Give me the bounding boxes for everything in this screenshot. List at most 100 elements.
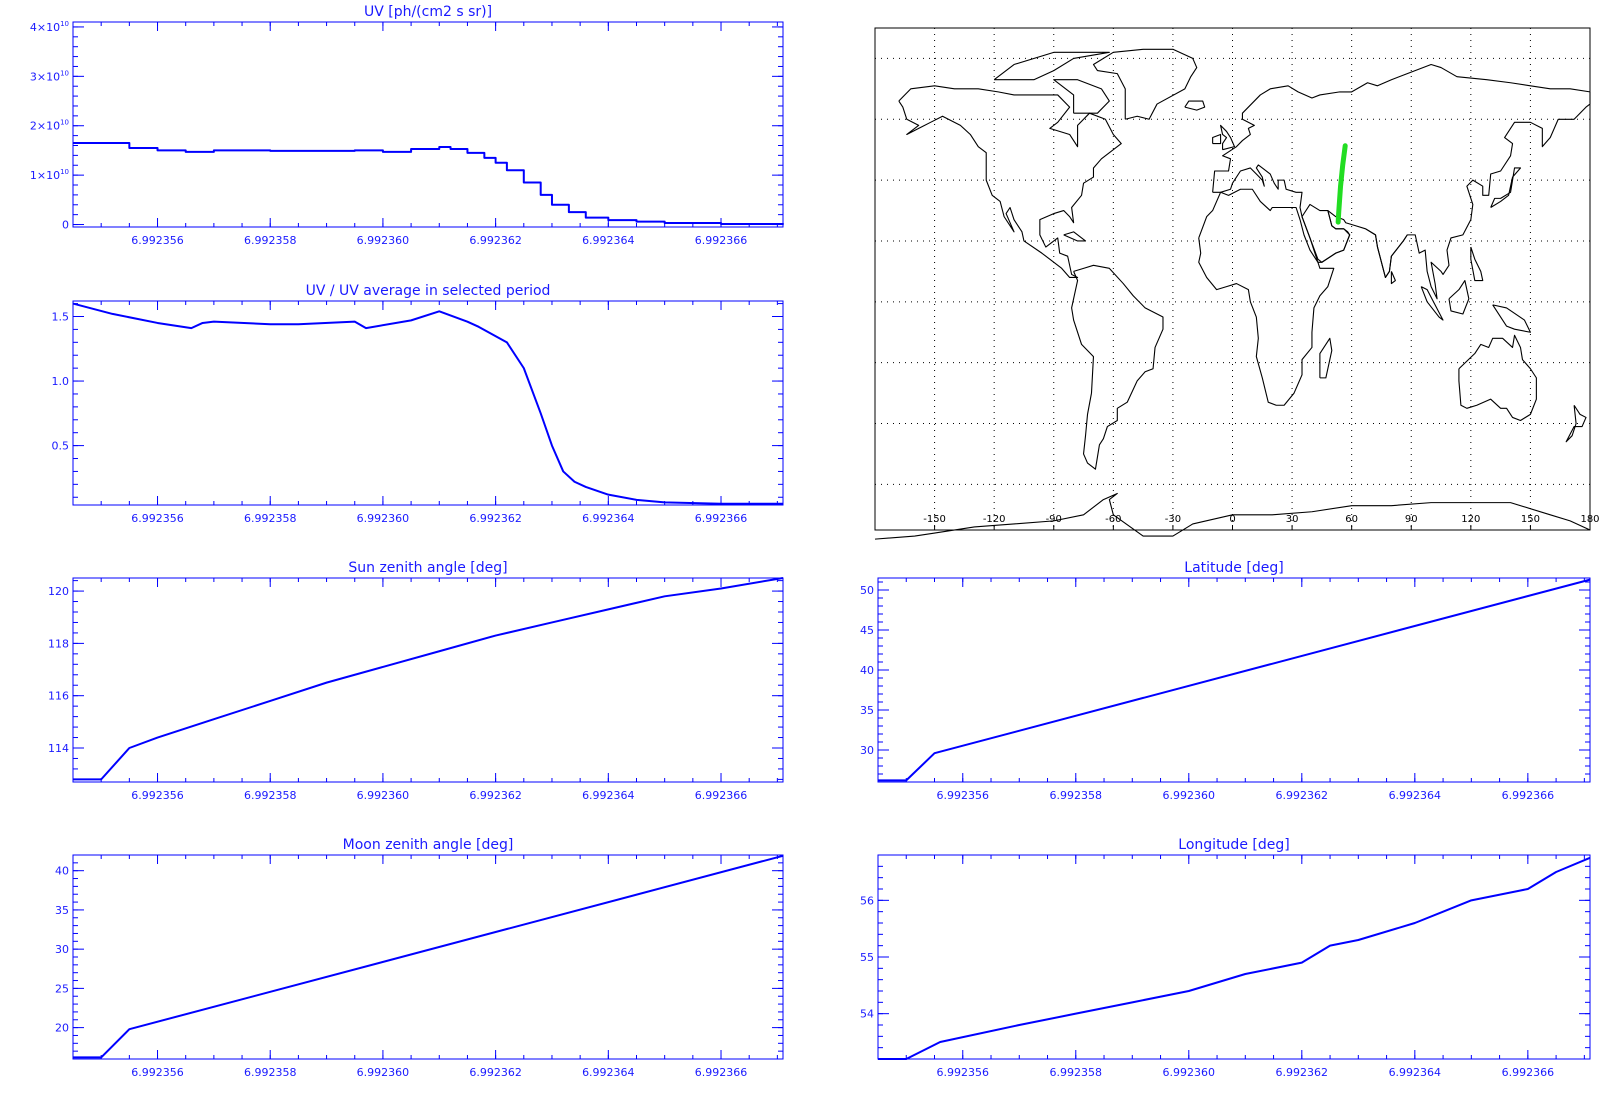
y-tick-label: 118 — [48, 637, 69, 650]
y-tick-label: 25 — [55, 982, 69, 995]
y-tick-label: 20 — [55, 1022, 69, 1035]
x-tick-label: 6.992366 — [695, 1066, 748, 1079]
x-tick-label: 6.992366 — [695, 234, 748, 247]
series-line-uv_ratio — [72, 302, 783, 505]
plot-frame — [72, 300, 784, 506]
x-tick-label: 6.992364 — [582, 512, 635, 525]
y-tick-label: 45 — [860, 624, 874, 637]
series-line-uv — [73, 142, 784, 226]
series-line-longitude — [878, 856, 1591, 1060]
series-line-moon_zenith — [73, 854, 784, 1059]
x-tick-label: 6.992364 — [582, 1066, 635, 1079]
x-tick-label: 6.992358 — [1050, 1066, 1103, 1079]
x-tick-label: 6.992356 — [937, 1066, 990, 1079]
plot-frame — [72, 854, 784, 1060]
coastline-greenland — [1092, 48, 1198, 120]
map-frame — [874, 27, 1591, 531]
x-tick-label: 6.992366 — [1502, 789, 1555, 802]
y-tick-label: 116 — [48, 690, 69, 703]
continent-outlines — [874, 48, 1591, 540]
y-tick-label: 54 — [860, 1008, 874, 1021]
x-tick-label: 6.992362 — [469, 234, 522, 247]
x-tick-label: 6.992364 — [1389, 1066, 1442, 1079]
coastline-madagascar — [1319, 337, 1333, 379]
map-x-tick-label: 60 — [1345, 514, 1358, 525]
coastline-europe-asia — [1212, 63, 1591, 300]
x-tick-label: 6.992362 — [469, 512, 522, 525]
y-tick-exponent: 10 — [60, 168, 69, 176]
coastline-cuba — [1063, 231, 1087, 242]
world-map-panel: -150 -120 -90 -60 -30 0 30 60 90 120 150 180 — [874, 27, 1600, 540]
plot-frame — [72, 21, 784, 228]
coastline-uk — [1220, 124, 1236, 151]
chart-title: Latitude [deg] — [1184, 560, 1283, 576]
map-x-tick-label: 150 — [1521, 514, 1540, 525]
x-tick-label: 6.992360 — [357, 234, 410, 247]
chart-moon_zenith: Moon zenith angle [deg] 6.992356 6.992358 6… — [55, 837, 784, 1079]
coastline-iceland — [1184, 100, 1206, 111]
coastline-north-america — [898, 85, 1122, 279]
coastline-new-guinea — [1492, 304, 1531, 333]
chart-title: Moon zenith angle [deg] — [343, 837, 514, 853]
x-tick-label: 6.992356 — [131, 1066, 184, 1079]
coastline-sri-lanka — [1390, 271, 1396, 285]
x-tick-label: 6.992366 — [695, 789, 748, 802]
y-tick-label: 35 — [860, 704, 874, 717]
coastline-philippines — [1470, 246, 1484, 282]
map-tick-labels: -150 -120 -90 -60 -30 0 30 60 90 120 150 180 — [923, 514, 1600, 530]
map-x-tick-label: -90 — [1046, 514, 1062, 525]
x-tick-label: 6.992364 — [582, 789, 635, 802]
x-tick-label: 6.992364 — [1389, 789, 1442, 802]
map-x-tick-label: 120 — [1461, 514, 1480, 525]
map-x-tick-label: -150 — [923, 514, 946, 525]
chart-title: Sun zenith angle [deg] — [348, 560, 507, 576]
y-tick-base: 1×10 — [30, 169, 60, 182]
chart-title: UV [ph/(cm2 s sr)] — [364, 4, 492, 20]
x-tick-label: 6.992362 — [1276, 789, 1329, 802]
satellite-track — [1335, 143, 1348, 225]
y-tick-exponent: 10 — [60, 20, 69, 28]
y-tick-exponent: 10 — [60, 119, 69, 127]
chart-sun_zenith: Sun zenith angle [deg] 6.992356 6.992358 6.… — [48, 560, 784, 802]
coastline-ireland — [1212, 133, 1222, 145]
y-tick-label: 0 — [62, 219, 69, 232]
x-tick-label: 6.992358 — [1050, 789, 1103, 802]
coastline-arabia — [1301, 203, 1351, 263]
chart-latitude: Latitude [deg] 6.992356 6.992358 6.992360 6.… — [860, 560, 1591, 802]
chart-title: UV / UV average in selected period — [306, 283, 551, 299]
y-tick-exponent: 10 — [60, 69, 69, 77]
y-tick-label: 30 — [55, 943, 69, 956]
chart-uv_ratio: UV / UV average in selected period 6.9923… — [52, 283, 784, 525]
x-tick-label: 6.992360 — [357, 1066, 410, 1079]
x-tick-label: 6.992356 — [937, 789, 990, 802]
map-x-tick-label: 180 — [1580, 514, 1599, 525]
x-tick-label: 6.992356 — [131, 512, 184, 525]
coastline-australia — [1458, 334, 1537, 422]
x-tick-label: 6.992360 — [1163, 1066, 1216, 1079]
series-line-sun_zenith — [73, 577, 784, 781]
series-line-latitude — [878, 578, 1591, 782]
y-tick-label: 4×1010 — [30, 20, 69, 34]
y-tick-base: 0 — [62, 219, 69, 232]
y-tick-label: 40 — [55, 865, 69, 878]
y-tick-label: 114 — [48, 742, 69, 755]
coastline-sumatra — [1420, 286, 1444, 321]
coastline-baffin — [1053, 79, 1110, 114]
x-tick-label: 6.992362 — [1276, 1066, 1329, 1079]
coastline-africa — [1198, 188, 1335, 406]
y-tick-label: 30 — [860, 744, 874, 757]
map-x-tick-label: 30 — [1286, 514, 1299, 525]
y-tick-label: 56 — [860, 894, 874, 907]
coastline-new-zealand — [1565, 404, 1587, 443]
x-tick-label: 6.992358 — [244, 512, 297, 525]
charts-layer: UV [ph/(cm2 s sr)] 6.992356 6.992358 6.9923… — [30, 4, 1591, 1079]
y-tick-base: 2×10 — [30, 120, 60, 133]
coastline-south-america — [1071, 264, 1164, 470]
y-tick-base: 4×10 — [30, 21, 60, 34]
y-tick-label: 3×1010 — [30, 69, 69, 83]
map-x-tick-label: -60 — [1105, 514, 1121, 525]
y-tick-label: 50 — [860, 584, 874, 597]
x-tick-label: 6.992360 — [357, 789, 410, 802]
x-tick-label: 6.992360 — [357, 512, 410, 525]
chart-title: Longitude [deg] — [1178, 837, 1289, 853]
